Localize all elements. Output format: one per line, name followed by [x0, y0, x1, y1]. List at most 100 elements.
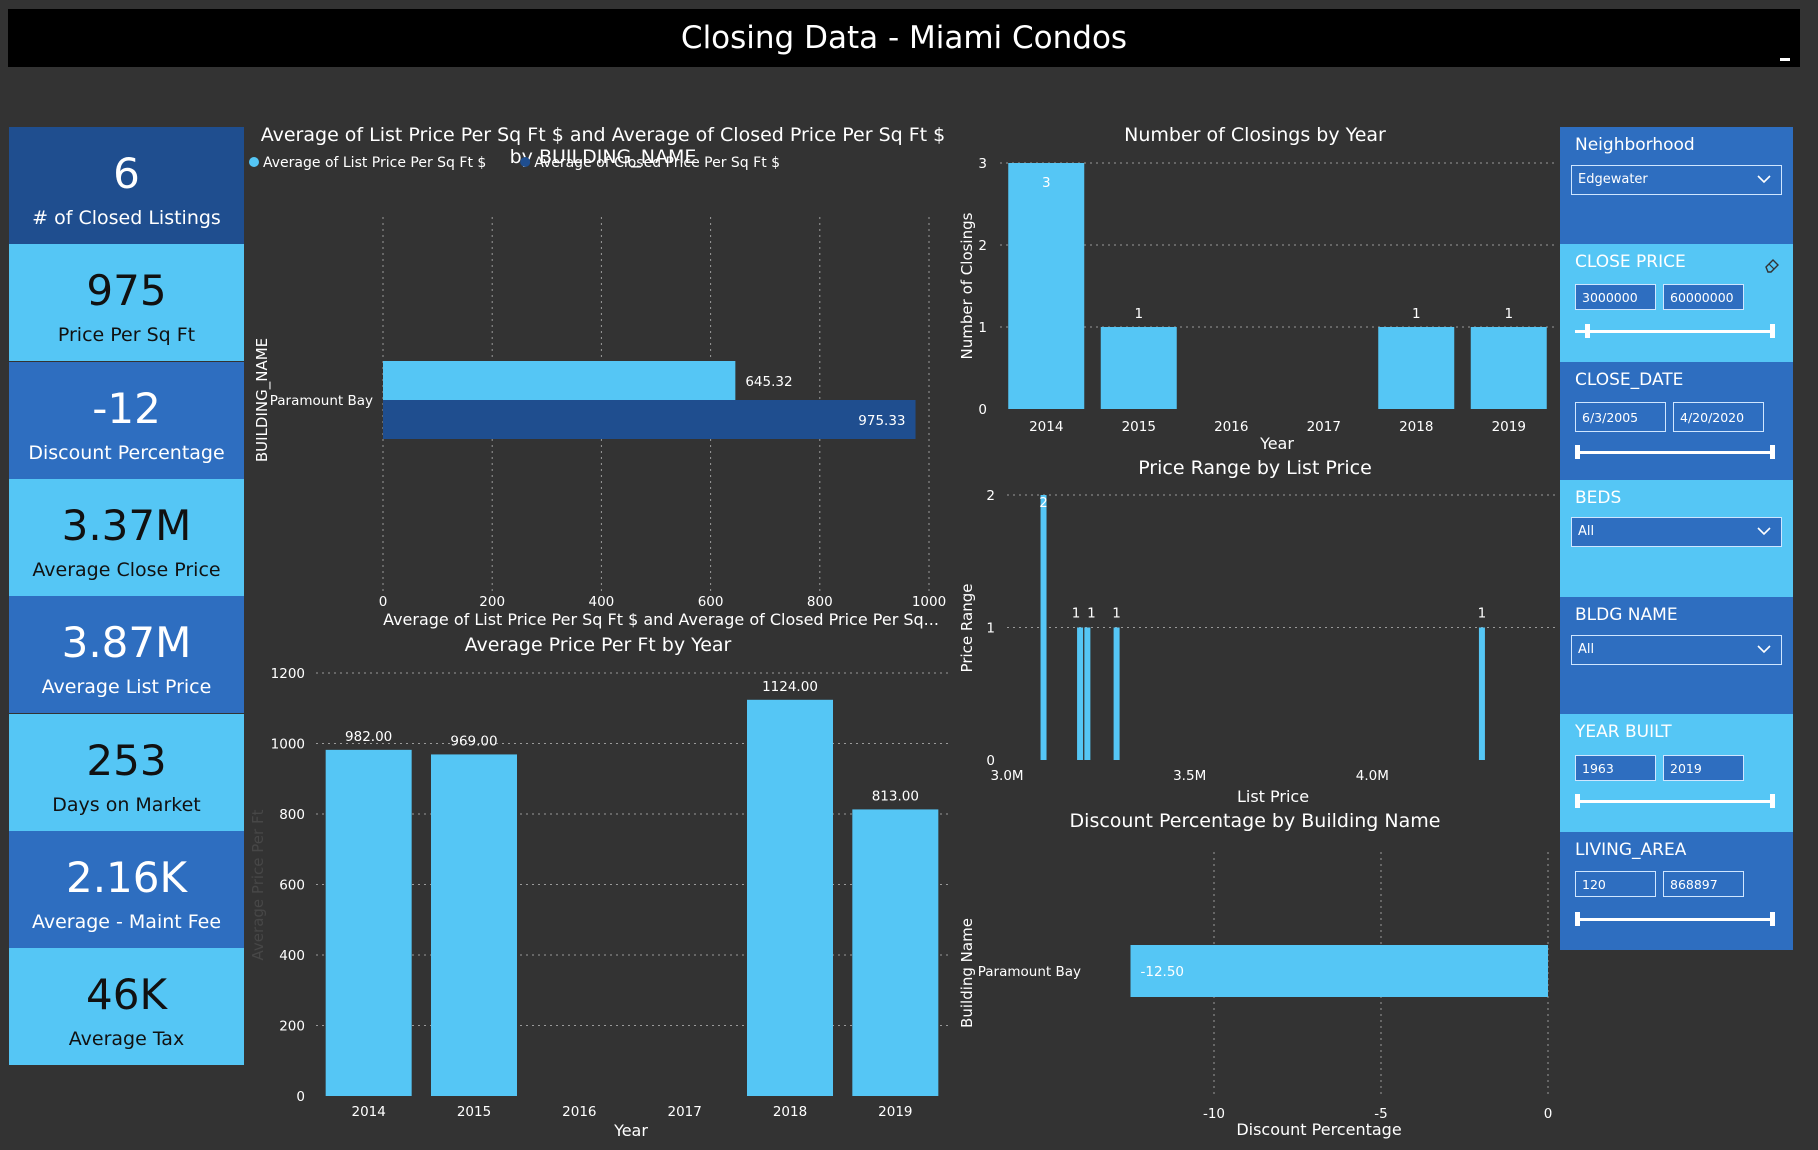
dropdown-value: All [1578, 524, 1595, 539]
kpi-label: Days on Market [52, 794, 201, 816]
close-date-end-input[interactable]: 4/20/2020 [1673, 402, 1764, 432]
bar [747, 699, 833, 1096]
year-built-slider-track[interactable] [1575, 800, 1773, 803]
bar [1478, 627, 1485, 760]
living-area-min-input[interactable]: 120 [1575, 871, 1656, 897]
data-label: 1 [1478, 606, 1487, 622]
x-tick-label: 2018 [1399, 419, 1433, 435]
x-tick-label: 2015 [1122, 419, 1156, 435]
bar [1470, 327, 1547, 409]
x-tick-label: 400 [589, 594, 615, 610]
chart-avg-price-per-ft-by-year[interactable]: Average Price Per Ft by Year 0 200 400 600 8… [248, 632, 958, 1144]
close-price-max-input[interactable]: 60000000 [1663, 284, 1744, 310]
bar [325, 749, 412, 1096]
slicer-beds[interactable]: BEDS All [1560, 480, 1793, 597]
neighborhood-dropdown[interactable]: Edgewater [1571, 165, 1782, 195]
kpi-value: 3.87M [61, 618, 192, 667]
bar [383, 361, 736, 400]
y-tick-label: 1 [986, 621, 995, 637]
bar [1130, 945, 1548, 997]
x-tick-label: 2016 [562, 1104, 596, 1120]
bldg-name-dropdown[interactable]: All [1571, 635, 1782, 665]
chevron-down-icon [1757, 175, 1771, 184]
y-tick-label: 1000 [271, 737, 305, 753]
kpi-label: Average List Price [41, 676, 212, 698]
chart-title: Average Price Per Ft by Year [464, 634, 732, 656]
bar [1084, 627, 1091, 760]
year-built-slider-min-handle[interactable] [1575, 794, 1580, 808]
chart-price-per-sqft-by-building[interactable]: Average of List Price Per Sq Ft $ and Av… [248, 122, 958, 632]
kpi-card-average-list-price: 3.87M Average List Price [9, 596, 244, 713]
bar-chart-horizontal: -10 -5 0 Paramount Bay -12.50 Discount Percen… [958, 852, 1552, 1139]
slicer-close-price[interactable]: CLOSE PRICE 3000000 60000000 [1560, 244, 1793, 362]
y-tick-label: Paramount Bay [270, 393, 373, 409]
y-tick-label: 400 [279, 948, 305, 964]
slicer-neighborhood[interactable]: Neighborhood Edgewater [1560, 127, 1793, 244]
living-area-slider-min-handle[interactable] [1575, 912, 1580, 926]
legend-marker [520, 157, 531, 167]
living-area-slider-track[interactable] [1575, 918, 1773, 921]
x-axis-label: Discount Percentage [1236, 1120, 1401, 1139]
close-date-slider-track[interactable] [1575, 451, 1773, 454]
chevron-down-icon [1757, 527, 1771, 536]
beds-dropdown[interactable]: All [1571, 517, 1782, 547]
close-date-start-input[interactable]: 6/3/2005 [1575, 402, 1666, 432]
legend-marker [249, 157, 259, 167]
y-tick-label: 0 [978, 402, 987, 418]
kpi-label: Price Per Sq Ft [57, 324, 196, 346]
slicer-label: YEAR BUILT [1575, 722, 1672, 742]
data-label: 969.00 [450, 733, 497, 749]
slicer-year-built[interactable]: YEAR BUILT 1963 2019 [1560, 714, 1793, 832]
chart-closings-by-year[interactable]: Number of Closings by Year 0 1 2 3 2014 3 2015… [955, 122, 1555, 457]
close-price-slider-max-handle[interactable] [1770, 324, 1775, 338]
close-date-slider-start-handle[interactable] [1575, 445, 1580, 459]
x-axis-label: Average of List Price Per Sq Ft $ and Av… [383, 610, 939, 629]
eraser-icon[interactable] [1763, 256, 1781, 274]
x-tick-label: 2018 [773, 1104, 807, 1120]
slicer-label: BEDS [1575, 488, 1622, 508]
year-built-max-input[interactable]: 2019 [1663, 755, 1744, 781]
close-price-min-input[interactable]: 3000000 [1575, 284, 1656, 310]
kpi-value: 2.16K [65, 853, 188, 902]
slicer-living-area[interactable]: LIVING_AREA 120 868897 [1560, 832, 1793, 950]
slicer-bldg-name[interactable]: BLDG NAME All [1560, 597, 1793, 714]
x-tick-label: 2019 [1492, 419, 1526, 435]
x-tick-label: 2014 [1029, 419, 1063, 435]
x-tick-label: 3.5M [1173, 768, 1206, 784]
kpi-value: 6 [113, 149, 140, 198]
chart-price-range-by-list-price[interactable]: Price Range by List Price 0 1 2 3.0M 3.5M 4.0… [955, 455, 1555, 805]
data-label: 1 [1112, 606, 1121, 622]
data-label: 1 [1504, 306, 1513, 322]
chevron-down-icon [1757, 645, 1771, 654]
x-tick-label: 2017 [667, 1104, 701, 1120]
year-built-slider-max-handle[interactable] [1770, 794, 1775, 808]
kpi-card-days-on-market: 253 Days on Market [9, 714, 244, 831]
legend-label: Average of List Price Per Sq Ft $ [263, 155, 486, 171]
kpi-value: 46K [86, 970, 167, 1019]
year-built-min-input[interactable]: 1963 [1575, 755, 1656, 781]
bar [431, 754, 517, 1096]
chart-discount-by-building[interactable]: Discount Percentage by Building Name -10… [955, 808, 1555, 1144]
living-area-slider-max-handle[interactable] [1770, 912, 1775, 926]
slicer-label: CLOSE_DATE [1575, 370, 1684, 390]
data-label: -12.50 [1141, 964, 1185, 980]
kpi-label: Average Close Price [32, 559, 221, 581]
bar-chart-vertical: 0 200 400 600 800 1000 1200 2014 982.00 2015 969.0… [249, 666, 948, 1140]
minimize-icon[interactable] [1780, 58, 1790, 61]
x-tick-label: 600 [698, 594, 724, 610]
living-area-max-input[interactable]: 868897 [1663, 871, 1744, 897]
kpi-card-average-maint-fee: 2.16K Average - Maint Fee [9, 831, 244, 948]
kpi-value: 975 [86, 266, 167, 315]
kpi-card-average-tax: 46K Average Tax [9, 948, 244, 1065]
data-label: 1 [1072, 606, 1081, 622]
close-price-slider-min-handle[interactable] [1585, 324, 1590, 338]
y-tick-label: 1 [978, 320, 987, 336]
y-tick-label: 2 [978, 238, 987, 254]
kpi-label: Discount Percentage [28, 442, 225, 464]
data-label: 1 [1134, 306, 1143, 322]
close-date-slider-end-handle[interactable] [1770, 445, 1775, 459]
slicer-close-date[interactable]: CLOSE_DATE 6/3/2005 4/20/2020 [1560, 362, 1793, 480]
slicer-label: CLOSE PRICE [1575, 252, 1686, 272]
x-tick-label: 2019 [878, 1104, 912, 1120]
close-price-slider-track[interactable] [1575, 330, 1773, 333]
